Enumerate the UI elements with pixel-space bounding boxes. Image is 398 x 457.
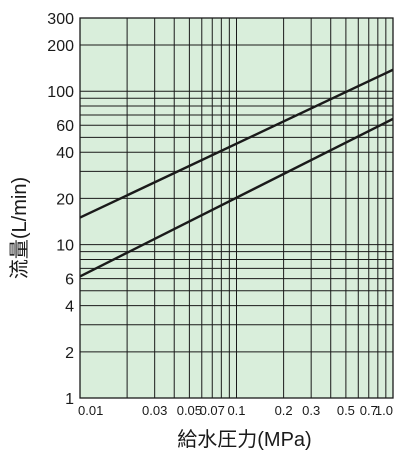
x-tick-label: 0.07 — [200, 403, 225, 418]
y-tick-label: 300 — [47, 11, 74, 28]
y-tick-label: 40 — [56, 145, 74, 162]
plot-frame — [79, 17, 394, 399]
series-line-2 — [79, 117, 394, 278]
x-tick-label: 0.7 — [360, 403, 378, 418]
y-tick-label: 10 — [56, 238, 74, 255]
x-axis-title: 給水圧力(MPa) — [177, 428, 311, 451]
x-tick-label: 0.1 — [227, 403, 245, 418]
grid-lines — [79, 17, 394, 399]
y-tick-label: 1 — [65, 391, 74, 408]
x-tick-label: 0.5 — [337, 403, 355, 418]
y-tick-label: 20 — [56, 191, 74, 208]
y-tick-label: 4 — [65, 299, 74, 316]
x-tick-label: 0.03 — [142, 403, 167, 418]
y-tick-label: 2 — [65, 345, 74, 362]
y-tick-label: 6 — [65, 272, 74, 289]
x-tick-label: 1.0 — [375, 403, 393, 418]
x-tick-labels: 0.01 0.03 0.050.07 0.1 0.2 0.3 0.5 0.71.0 — [78, 403, 393, 418]
y-axis-title: 流量(L/min) — [8, 177, 31, 279]
series-line-1 — [79, 68, 394, 219]
y-tick-label: 100 — [47, 84, 74, 101]
y-tick-label: 60 — [56, 118, 74, 135]
x-tick-label: 0.01 — [78, 403, 103, 418]
x-tick-label: 0.2 — [275, 403, 293, 418]
y-tick-labels: 1 2 4 6 10 20 40 60 100 200 300 — [47, 11, 74, 408]
x-tick-label: 0.05 — [177, 403, 202, 418]
y-tick-label: 200 — [47, 38, 74, 55]
series-lines — [79, 68, 394, 278]
x-tick-label: 0.3 — [302, 403, 320, 418]
